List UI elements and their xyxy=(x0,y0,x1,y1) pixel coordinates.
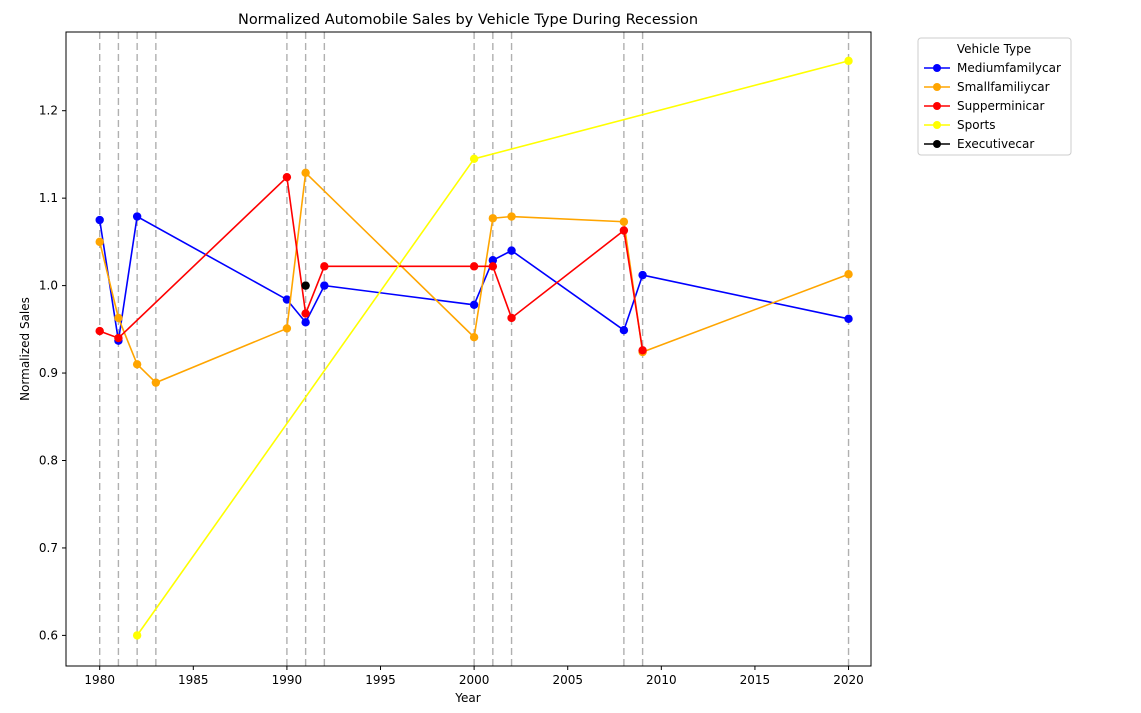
series-supperminicar xyxy=(95,172,647,355)
legend-item-smallfamiliycar: Smallfamiliycar xyxy=(924,80,1050,94)
legend-label: Smallfamiliycar xyxy=(957,80,1050,94)
series-layer xyxy=(95,56,853,640)
data-point-mediumfamilycar xyxy=(619,325,629,335)
data-point-smallfamiliycar xyxy=(469,332,479,342)
x-axis-ticks: 1980 1985 1990 1995 2000 2005 2010 2015 2020 xyxy=(84,666,864,687)
x-tick-label: 1980 xyxy=(84,673,115,687)
legend-item-mediumfamilycar: Mediumfamilycar xyxy=(924,61,1061,75)
legend-marker xyxy=(933,140,941,148)
y-axis-label: Normalized Sales xyxy=(18,297,32,401)
data-point-mediumfamilycar xyxy=(844,314,853,324)
data-point-mediumfamilycar xyxy=(132,212,142,221)
data-point-executivecar xyxy=(301,281,310,290)
legend-item-executivecar: Executivecar xyxy=(924,137,1034,151)
data-point-smallfamiliycar xyxy=(619,217,629,226)
x-tick-label: 1985 xyxy=(178,673,209,687)
legend-marker xyxy=(933,102,941,110)
data-point-smallfamiliycar xyxy=(282,324,292,333)
x-tick-label: 2010 xyxy=(646,673,677,687)
legend-label: Supperminicar xyxy=(957,99,1044,113)
data-point-mediumfamilycar xyxy=(488,256,498,265)
legend-marker xyxy=(933,83,941,91)
legend: Vehicle Type Mediumfamilycar Smallfamiliy… xyxy=(917,37,1072,156)
series-line-mediumfamilycar xyxy=(98,215,849,341)
series-executivecar xyxy=(301,281,310,290)
y-axis-ticks: 0.6 0.7 0.8 0.9 1.0 1.1 1.2 xyxy=(39,104,66,642)
legend-marker xyxy=(933,121,941,129)
data-point-mediumfamilycar xyxy=(469,300,479,310)
y-tick-label: 0.8 xyxy=(39,453,58,467)
x-tick-label: 1990 xyxy=(272,673,303,687)
data-point-supperminicar xyxy=(95,326,104,336)
data-point-smallfamiliycar xyxy=(507,212,516,221)
data-point-sports xyxy=(844,56,853,66)
data-point-mediumfamilycar xyxy=(95,215,104,225)
series-mediumfamilycar xyxy=(95,212,853,345)
data-point-supperminicar xyxy=(114,333,123,343)
plot-frame xyxy=(65,31,872,667)
y-tick-label: 1.0 xyxy=(39,279,58,293)
legend-item-sports: Sports xyxy=(924,118,995,132)
data-point-supperminicar xyxy=(469,262,479,271)
y-tick-label: 1.2 xyxy=(39,104,58,118)
x-axis-label: Year xyxy=(454,691,480,705)
series-sports xyxy=(132,56,853,640)
data-point-mediumfamilycar xyxy=(638,270,647,280)
data-point-smallfamiliycar xyxy=(844,270,853,279)
data-point-mediumfamilycar xyxy=(282,295,292,304)
legend-box xyxy=(917,37,1072,156)
data-point-supperminicar xyxy=(320,262,329,271)
legend-label: Mediumfamilycar xyxy=(957,61,1061,75)
data-point-supperminicar xyxy=(301,309,310,318)
data-point-mediumfamilycar xyxy=(320,281,329,290)
y-tick-label: 0.6 xyxy=(39,628,58,642)
data-point-supperminicar xyxy=(638,346,647,355)
data-point-smallfamiliycar xyxy=(488,214,498,223)
x-tick-label: 1995 xyxy=(365,673,396,687)
legend-label: Executivecar xyxy=(957,137,1034,151)
legend-items: Mediumfamilycar Smallfamiliycar Suppermini… xyxy=(924,61,1061,151)
data-point-supperminicar xyxy=(488,262,498,271)
chart-title: Normalized Automobile Sales by Vehicle T… xyxy=(238,12,698,28)
x-tick-label: 2020 xyxy=(833,673,864,687)
x-tick-label: 2005 xyxy=(552,673,583,687)
data-point-smallfamiliycar xyxy=(95,237,104,247)
data-point-sports xyxy=(132,631,142,640)
series-line-smallfamiliycar xyxy=(98,171,849,384)
legend-marker xyxy=(933,64,941,72)
x-tick-label: 2015 xyxy=(740,673,771,687)
data-point-supperminicar xyxy=(282,172,292,182)
data-point-supperminicar xyxy=(619,226,629,235)
data-point-supperminicar xyxy=(507,313,516,323)
legend-label: Sports xyxy=(957,118,995,132)
legend-item-supperminicar: Supperminicar xyxy=(924,99,1044,113)
data-point-mediumfamilycar xyxy=(507,246,516,255)
recession-lines xyxy=(98,32,850,666)
data-point-smallfamiliycar xyxy=(132,360,142,369)
y-tick-label: 0.9 xyxy=(39,366,58,380)
data-point-mediumfamilycar xyxy=(301,318,310,327)
x-tick-label: 2000 xyxy=(459,673,490,687)
y-tick-label: 1.1 xyxy=(39,191,58,205)
legend-title: Vehicle Type xyxy=(957,42,1031,56)
data-point-smallfamiliycar xyxy=(151,378,161,387)
data-point-smallfamiliycar xyxy=(114,313,123,323)
data-point-sports xyxy=(469,154,479,163)
series-line-supperminicar xyxy=(99,175,644,351)
data-point-smallfamiliycar xyxy=(301,168,310,177)
y-tick-label: 0.7 xyxy=(39,541,58,555)
